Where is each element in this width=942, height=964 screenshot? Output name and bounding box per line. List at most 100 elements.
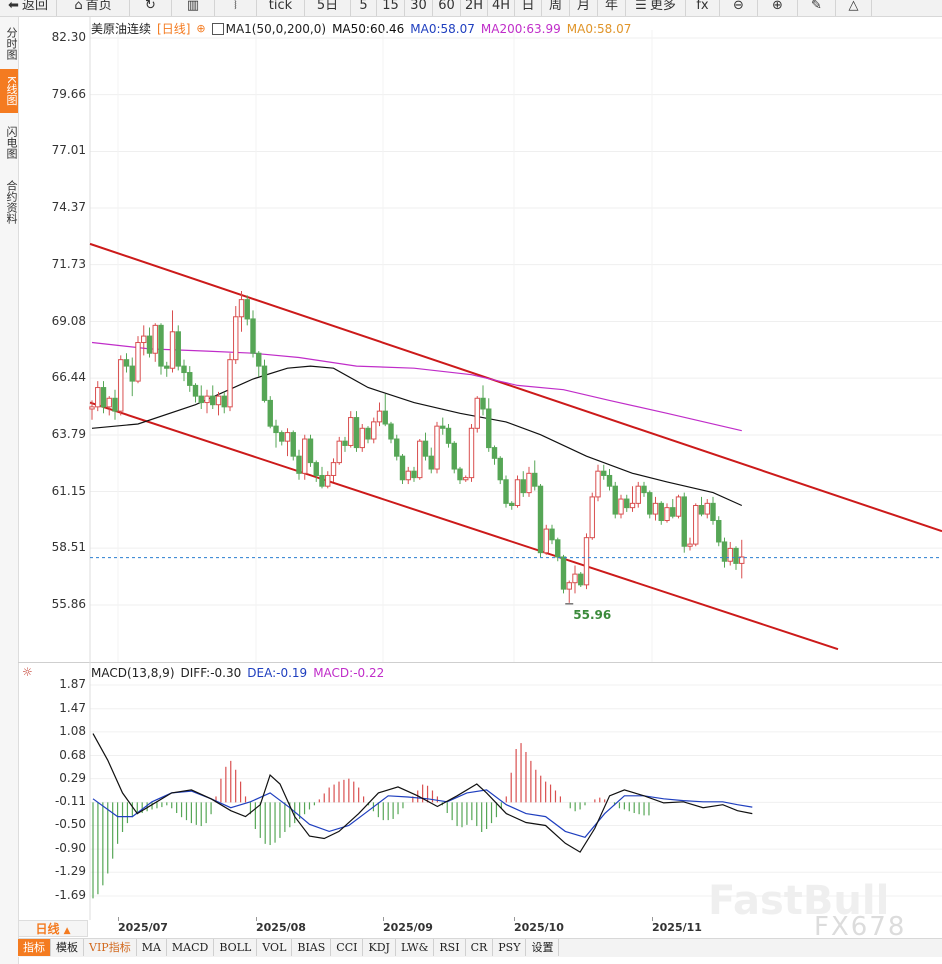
candle-body [164,365,170,369]
candle-body [221,395,227,408]
toolbar-item-年[interactable]: 年 [598,0,626,16]
candle-body [382,410,388,425]
macd-tick-label: 0.29 [59,770,86,785]
ma0-value-2: MA0:58.07 [566,21,632,36]
candle-body [348,417,354,446]
candle-body [169,331,176,369]
toolbar-item-fx[interactable]: fx [686,0,720,16]
date-tick-label: 2025/08 [256,921,306,934]
candle-body [543,528,549,554]
candle-body [526,472,532,494]
macd-settings-icon[interactable]: ☼ [22,665,33,679]
candle-body [647,492,653,515]
candle-body [198,395,204,404]
toolbar-item-refresh[interactable]: ↻ [130,0,172,16]
candle-body [670,507,676,517]
candle-body [555,539,561,558]
candle-body [721,541,728,562]
toolbar-item-更多[interactable]: ☰ 更多 [626,0,686,16]
indicator-tab-[interactable]: 指标 [18,939,51,956]
channel-lower-line [89,401,839,651]
tab-timeshare[interactable]: 分时图 [5,26,18,60]
low-annotation: 55.96 [573,608,611,622]
indicator-tab-psy[interactable]: PSY [493,939,527,956]
candle-body [215,395,222,406]
indicator-tab-[interactable]: 设置 [526,939,560,956]
toolbar-item-月[interactable]: 月 [570,0,598,16]
indicator-tab-ma[interactable]: MA [137,939,167,956]
indicator-tab-vip[interactable]: VIP指标 [84,939,137,956]
toolbar-item-label: 年 [604,0,618,13]
period-selector-label: 日线 [35,922,60,936]
toolbar-item-5[interactable]: 5 [351,0,377,16]
indicator-tab-boll[interactable]: BOLL [214,939,258,956]
candle-body [589,496,595,539]
candle-body [681,496,687,547]
toolbar-item-candlestick[interactable]: ⧘ [215,0,257,16]
macd-legend: MACD(13,8,9) DIFF:-0.30 DEA:-0.19 MACD:-… [91,666,384,680]
toolbar-item-15[interactable]: 15 [377,0,405,16]
period-selector[interactable]: 日线 ▲ [18,920,88,937]
indicator-tab-vol[interactable]: VOL [257,939,293,956]
candle-body [566,582,572,590]
toolbar-item-zoom-in[interactable]: ⊕ [758,0,798,16]
toolbar-item-周[interactable]: 周 [542,0,570,16]
candle-body [572,573,578,584]
candle-body [560,556,567,590]
candle-body [428,455,434,470]
macd-chart[interactable] [0,662,942,922]
toolbar-item-60[interactable]: 60 [433,0,461,16]
candle-body [353,417,360,449]
indicator-tab-rsi[interactable]: RSI [434,939,466,956]
indicator-tab-cci[interactable]: CCI [331,939,364,956]
indicator-tab-macd[interactable]: MACD [167,939,215,956]
candle-body [658,502,664,522]
indicator-tab-[interactable]: 模板 [51,939,84,956]
candle-body [152,324,158,354]
toolbar-item-2H[interactable]: 2H [461,0,488,16]
back-arrow-icon: ⬅ [8,0,19,13]
toolbar-item-日[interactable]: 日 [515,0,542,16]
toolbar-item-label: 4H [491,0,511,13]
macd-title: MACD(13,8,9) [91,666,175,680]
indicator-tab-lw[interactable]: LW& [396,939,435,956]
candle-body [457,468,463,481]
toolbar-item-30[interactable]: 30 [405,0,433,16]
add-indicator-icon[interactable]: ⊕ [196,22,206,35]
bar-chart-icon: ▥ [186,0,200,13]
toolbar-item-tick[interactable]: tick [257,0,305,16]
indicator-tab-cr[interactable]: CR [466,939,494,956]
tab-kline[interactable]: K线图 [0,69,18,113]
candle-body [440,425,446,429]
candle-body [399,455,406,481]
ma200-line [91,341,742,432]
candle-body [261,365,268,401]
date-tick-label: 2025/10 [514,921,564,934]
tab-flash-chart[interactable]: 闪电图 [5,125,18,159]
candle-body [733,547,739,564]
ma-settings-icon[interactable] [211,22,224,35]
candle-body [290,432,296,457]
toolbar-item-pen[interactable]: ✎ [798,0,836,16]
toolbar-item-5日[interactable]: 5日 [305,0,351,16]
tab-contract-info[interactable]: 合约资料 [5,180,18,224]
zoom-in-icon: ⊕ [772,0,783,13]
toolbar-item-首页[interactable]: ⌂ 首页 [57,0,130,16]
candlestick-chart[interactable]: 55.96 [0,0,942,662]
candle-body [210,395,216,406]
candle-body [100,387,107,408]
diff-line [92,733,753,853]
toolbar-item-zoom-out[interactable]: ⊖ [720,0,758,16]
candle-body [468,427,475,479]
macd-tick-label: -0.90 [54,841,86,856]
indicator-tab-kdj[interactable]: KDJ [363,939,396,956]
candle-body [250,318,256,354]
candle-body [284,432,291,442]
toolbar-item-triangle[interactable]: △ [836,0,872,16]
toolbar-item-4H[interactable]: 4H [488,0,515,16]
indicator-tab-bias[interactable]: BIAS [292,939,332,956]
candle-body [192,384,199,397]
price-tick-label: 58.51 [51,540,86,555]
toolbar-item-bar-chart[interactable]: ▥ [172,0,215,16]
toolbar-item-返回[interactable]: ⬅ 返回 [0,0,57,16]
